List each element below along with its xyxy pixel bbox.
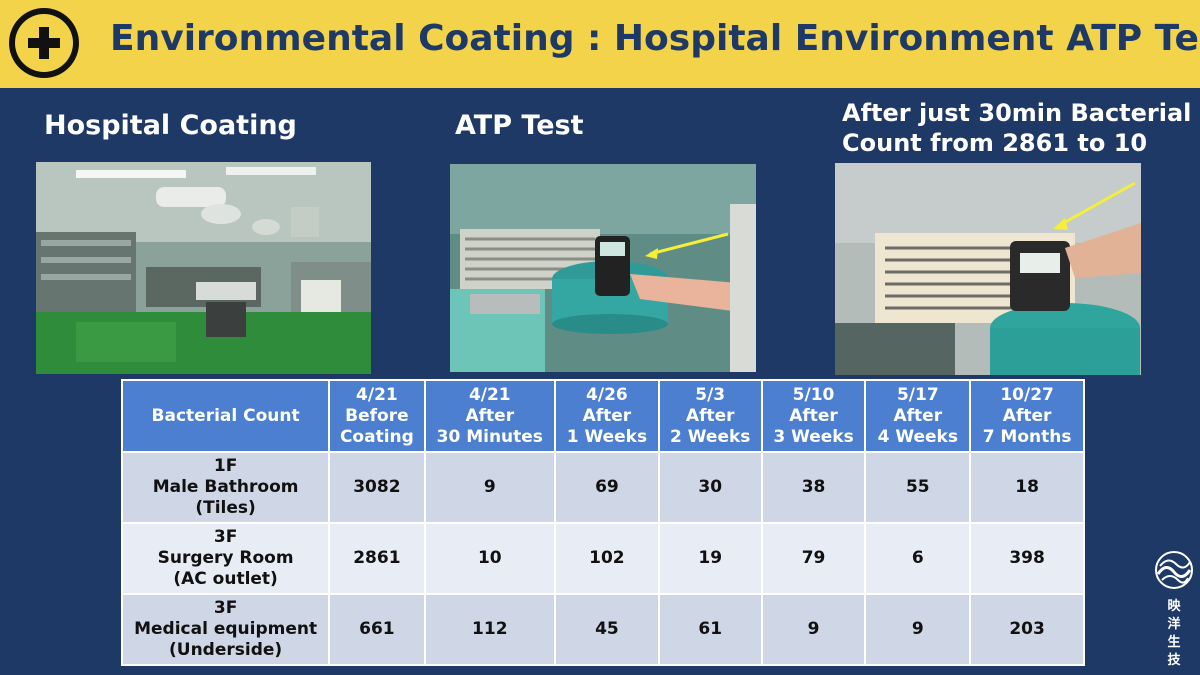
page-title: Environmental Coating : Hospital Environ… [110, 18, 1200, 59]
table-cell: 6 [864, 522, 972, 595]
column-header: 5/17 After 4 Weeks [864, 379, 972, 453]
brand-char: 映 [1167, 599, 1181, 614]
row-label: 1F Male Bathroom (Tiles) [120, 451, 331, 524]
table-cell: 55 [864, 451, 972, 524]
column-header: 4/26 After 1 Weeks [554, 379, 660, 453]
table-cell: 19 [657, 522, 763, 595]
table-cell: 9 [760, 593, 867, 666]
caption-result: After just 30min Bacterial Count from 28… [842, 98, 1191, 158]
table-cell: 18 [969, 451, 1085, 524]
column-header: 4/21 After 30 Minutes [423, 379, 557, 453]
table-cell: 203 [969, 593, 1085, 666]
table-cell: 398 [969, 522, 1085, 595]
table-cell: 30 [657, 451, 763, 524]
brand-char: 技 [1167, 653, 1181, 668]
table-cell: 10 [423, 522, 557, 595]
row-label: 3F Surgery Room (AC outlet) [120, 522, 331, 595]
table-row: 1F Male Bathroom (Tiles) 3082 9 69 30 38 5… [120, 451, 1085, 524]
atp-test-photo [450, 164, 756, 372]
caption-result-line-1: After just 30min Bacterial [842, 99, 1192, 127]
table-cell: 102 [554, 522, 660, 595]
table-cell: 69 [554, 451, 660, 524]
result-photo [835, 163, 1141, 375]
caption-atp-test: ATP Test [455, 110, 584, 141]
table-row: 3F Medical equipment (Underside) 661 112 4… [120, 593, 1085, 666]
column-header: 5/3 After 2 Weeks [657, 379, 763, 453]
header-bar: Environmental Coating : Hospital Environ… [0, 0, 1200, 88]
row-label: 3F Medical equipment (Underside) [120, 593, 331, 666]
column-header: 10/27 After 7 Months [969, 379, 1085, 453]
table-cell: 45 [554, 593, 660, 666]
table-row: 3F Surgery Room (AC outlet) 2861 10 102 19… [120, 522, 1085, 595]
table-cell: 9 [423, 451, 557, 524]
table-cell: 61 [657, 593, 763, 666]
column-header: 5/10 After 3 Weeks [760, 379, 867, 453]
column-header: 4/21 Before Coating [328, 379, 426, 453]
table-cell: 2861 [328, 522, 426, 595]
table-cell: 661 [328, 593, 426, 666]
table-corner-header: Bacterial Count [120, 379, 331, 453]
operating-room-photo [36, 162, 371, 374]
table-cell: 79 [760, 522, 867, 595]
caption-result-line-2: Count from 2861 to 10 [842, 129, 1148, 157]
table-cell: 38 [760, 451, 867, 524]
table-cell: 3082 [328, 451, 426, 524]
plus-circle-icon [9, 8, 79, 78]
brand-logo: 映 洋 生 技 [1152, 548, 1196, 670]
brand-char: 洋 [1167, 617, 1181, 632]
caption-hospital-coating: Hospital Coating [44, 110, 297, 141]
table-cell: 9 [864, 593, 972, 666]
bacterial-count-table: Bacterial Count 4/21 Before Coating 4/21 Af… [120, 379, 1085, 666]
brand-wave-icon [1155, 551, 1193, 589]
table-cell: 112 [423, 593, 557, 666]
brand-char: 生 [1167, 635, 1181, 650]
table-header-row: Bacterial Count 4/21 Before Coating 4/21 Af… [120, 379, 1085, 453]
